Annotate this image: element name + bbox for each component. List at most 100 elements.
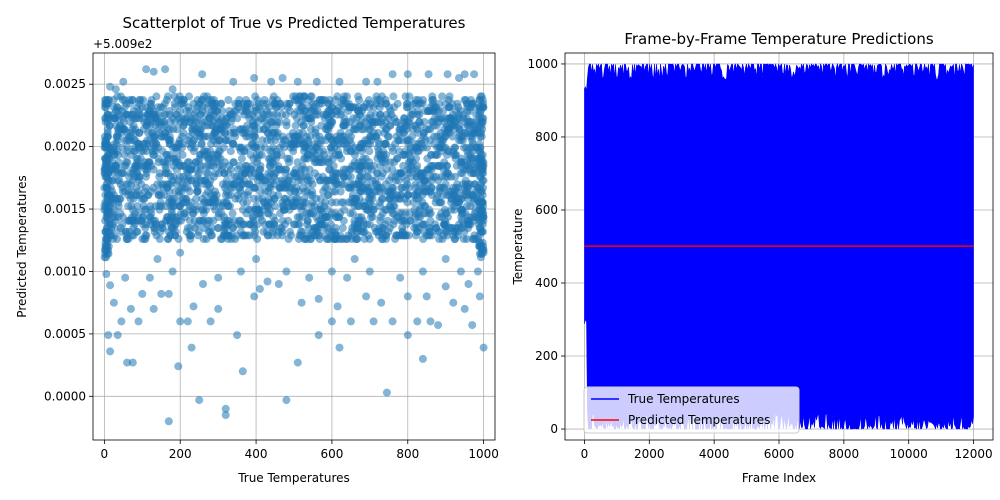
scatter-point xyxy=(386,121,395,130)
scatter-point xyxy=(328,227,337,236)
scatter-point xyxy=(176,209,185,218)
scatter-point xyxy=(258,136,267,145)
scatter-point xyxy=(201,191,210,200)
scatter-point xyxy=(120,125,129,134)
scatter-point xyxy=(118,143,127,152)
scatter-point xyxy=(193,96,202,104)
scatter-point xyxy=(169,172,178,181)
scatter-point xyxy=(479,248,488,257)
scatter-point xyxy=(444,114,453,123)
scatter-point xyxy=(248,118,257,126)
scatter-point xyxy=(176,317,185,326)
scatter-point xyxy=(304,136,312,145)
scatter-point xyxy=(169,125,178,134)
scatter-point xyxy=(187,343,196,352)
scatter-point xyxy=(417,139,426,148)
scatter-point xyxy=(383,216,392,225)
scatter-point xyxy=(106,347,115,356)
scatter-point xyxy=(111,85,120,94)
scatter-point xyxy=(270,110,278,119)
scatter-point xyxy=(224,169,233,178)
scatter-point xyxy=(133,227,142,236)
scatter-point xyxy=(372,187,381,196)
scatter-point xyxy=(426,125,435,134)
scatter-point xyxy=(267,77,276,86)
scatter-point xyxy=(460,227,469,236)
scatter-point xyxy=(126,304,135,313)
scatter-point xyxy=(335,77,344,86)
scatter-point xyxy=(217,128,226,137)
scatter-point xyxy=(324,121,333,130)
scatter-point xyxy=(123,358,132,367)
scatter-point xyxy=(409,147,418,156)
scatter-point xyxy=(357,213,366,222)
scatter-point xyxy=(409,198,418,207)
scatter-point xyxy=(329,154,337,163)
scatter-point xyxy=(149,150,158,159)
scatter-point xyxy=(363,136,372,145)
scatter-point xyxy=(198,107,207,115)
scatter-point xyxy=(193,128,202,137)
scatter-point xyxy=(475,143,484,152)
scatter-point xyxy=(211,125,220,134)
scatter-point xyxy=(156,103,165,112)
scatter-point xyxy=(117,317,126,326)
scatter-point xyxy=(384,132,393,141)
scatter-point xyxy=(464,280,473,288)
scatter-point xyxy=(327,317,336,326)
scatter-point xyxy=(413,317,422,326)
scatter-point xyxy=(404,183,413,192)
scatter-point xyxy=(103,235,112,243)
scatter-point xyxy=(453,227,462,236)
line-y-tick-label: 600 xyxy=(535,203,558,217)
scatter-point xyxy=(122,180,131,189)
scatter-y-offset-label: +5.009e2 xyxy=(93,37,152,51)
scatter-point xyxy=(294,235,303,243)
scatter-point xyxy=(350,161,359,170)
scatter-point xyxy=(365,96,373,104)
scatter-point xyxy=(223,216,232,225)
scatter-point xyxy=(161,65,170,74)
scatter-point xyxy=(263,277,272,286)
scatter-point xyxy=(475,121,484,130)
scatter-point xyxy=(175,161,184,170)
scatter-y-tick-label: 0.0020 xyxy=(44,140,86,154)
scatter-point xyxy=(439,165,448,174)
scatter-points xyxy=(100,65,488,426)
scatter-point xyxy=(477,92,486,101)
scatter-point xyxy=(398,209,407,218)
scatter-point xyxy=(403,191,412,200)
scatter-point xyxy=(113,331,122,340)
scatter-point xyxy=(369,317,378,326)
scatter-point xyxy=(208,231,216,240)
scatter-point xyxy=(280,176,289,185)
scatter-point xyxy=(355,176,363,185)
scatter-point xyxy=(157,220,166,229)
scatter-point xyxy=(293,77,302,86)
scatter-point xyxy=(299,121,308,130)
scatter-point xyxy=(224,202,232,211)
scatter-point xyxy=(438,183,447,192)
scatter-point xyxy=(234,99,243,108)
scatter-point xyxy=(184,103,193,112)
scatter-point xyxy=(457,158,466,167)
scatter-point xyxy=(418,354,427,363)
scatter-point xyxy=(456,169,465,178)
scatter-point xyxy=(303,216,312,225)
line-x-tick-label: 4000 xyxy=(699,447,730,461)
scatter-point xyxy=(225,107,234,115)
scatter-point xyxy=(102,227,111,236)
scatter-point xyxy=(209,216,218,225)
scatter-point xyxy=(119,118,128,126)
scatter-point xyxy=(400,114,408,123)
scatter-point xyxy=(238,367,247,376)
scatter-point xyxy=(194,169,203,178)
scatter-point xyxy=(248,132,257,141)
scatter-point xyxy=(207,139,215,148)
scatter-point xyxy=(421,183,430,192)
scatter-point xyxy=(144,191,153,200)
scatter-point xyxy=(329,161,338,170)
scatter-point xyxy=(125,96,134,104)
scatter-point xyxy=(110,114,119,123)
scatter-y-tick-label: 0.0000 xyxy=(44,389,86,403)
